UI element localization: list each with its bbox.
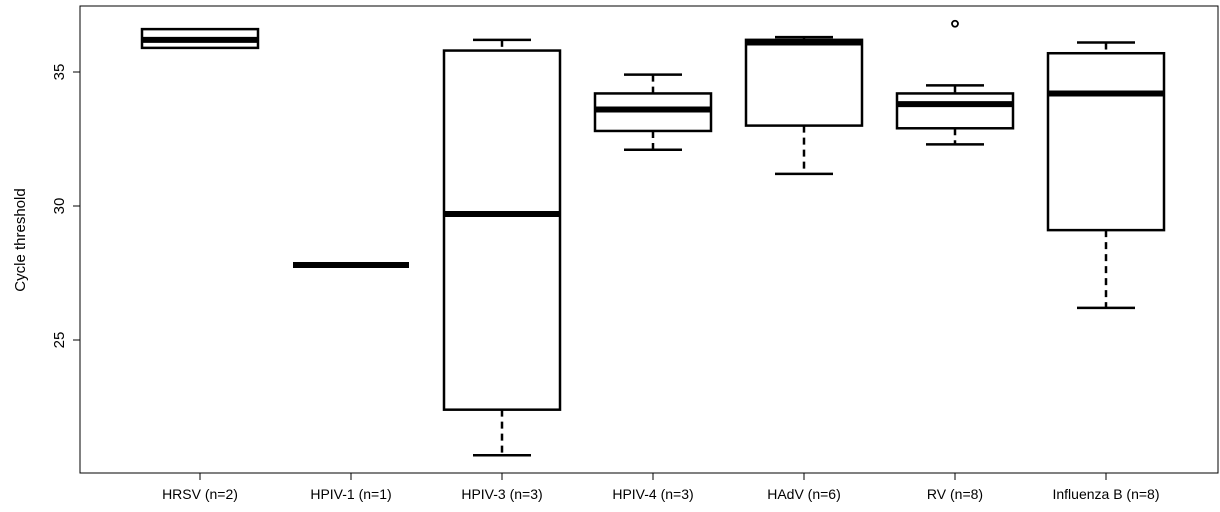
iqr-box	[744, 38, 864, 127]
box-group	[140, 27, 260, 50]
y-axis-label: Cycle threshold	[12, 188, 29, 291]
x-tick-label: RV (n=8)	[927, 486, 983, 502]
x-tick-label: HPIV-1 (n=1)	[310, 486, 391, 502]
x-tick-label: HPIV-3 (n=3)	[461, 486, 542, 502]
iqr-box	[1046, 51, 1166, 232]
iqr-box	[895, 92, 1015, 130]
x-tick-label: HAdV (n=6)	[767, 486, 841, 502]
y-tick-label: 35	[51, 64, 68, 81]
box-series	[140, 19, 1166, 457]
y-tick-label: 30	[51, 198, 68, 215]
y-tick-label: 25	[51, 332, 68, 349]
x-tick-label: Influenza B (n=8)	[1052, 486, 1159, 502]
x-axis: HRSV (n=2) HPIV-1 (n=1) HPIV-3 (n=3) HPIV-4…	[162, 473, 1160, 502]
box-group	[593, 73, 713, 151]
iqr-box	[442, 49, 562, 411]
box-group	[895, 19, 1015, 146]
box-group	[442, 38, 562, 457]
plot-frame	[79, 5, 1219, 474]
box-group	[1046, 41, 1166, 310]
x-tick-label: HRSV (n=2)	[162, 486, 238, 502]
box-group	[744, 35, 864, 176]
y-axis: 25 30 35	[51, 64, 80, 349]
x-tick-label: HPIV-4 (n=3)	[612, 486, 693, 502]
outlier-point	[951, 19, 959, 28]
